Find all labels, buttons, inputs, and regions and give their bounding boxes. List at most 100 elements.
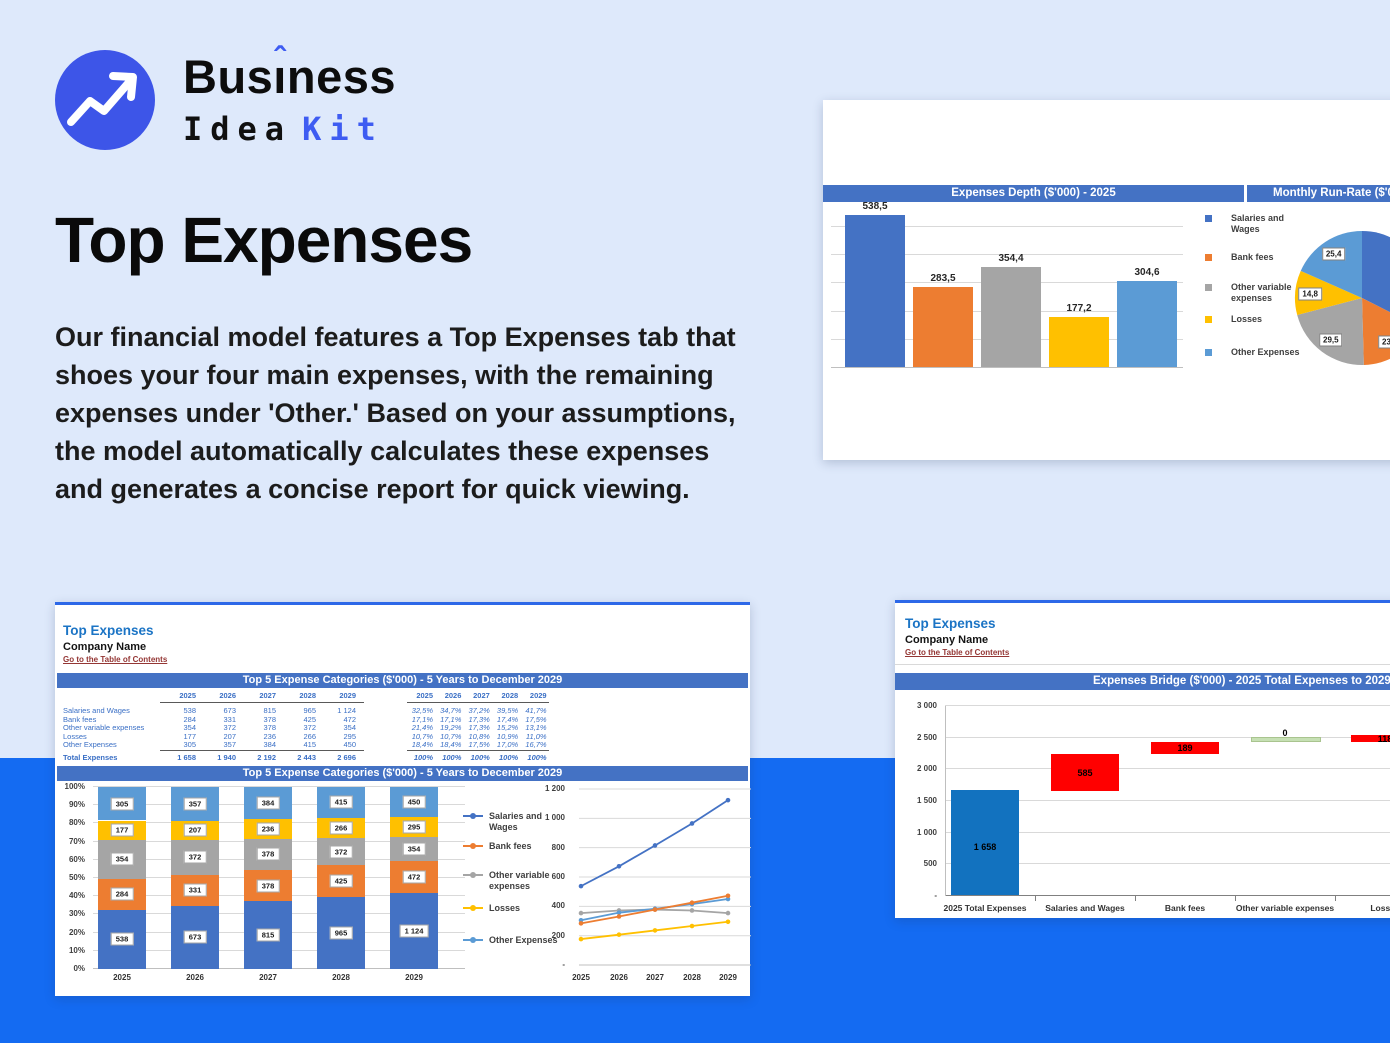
x-axis-label: 2027 bbox=[259, 973, 277, 982]
cell-value: 965 bbox=[303, 706, 316, 715]
y-tick-label: 70% bbox=[68, 836, 85, 846]
total-value: 1 940 bbox=[217, 753, 236, 762]
waterfall-bar-total bbox=[951, 790, 1019, 895]
axis-baseline bbox=[831, 367, 1183, 368]
bar-Other Expenses bbox=[1117, 281, 1177, 367]
segment-value-label: 378 bbox=[256, 879, 280, 893]
cell-value: 450 bbox=[343, 740, 356, 750]
bar-Salaries and Wages bbox=[845, 215, 905, 367]
waterfall-value-label: 0 bbox=[1282, 727, 1288, 738]
cell-pct: 21,4% bbox=[411, 723, 433, 733]
cell-pct: 13,1% bbox=[525, 723, 547, 733]
segment-value-label: 266 bbox=[329, 821, 353, 835]
panel-top-expenses-report: Top Expenses Company Name Go to the Tabl… bbox=[55, 602, 753, 996]
gridline bbox=[93, 786, 465, 787]
segment-value-label: 305 bbox=[110, 797, 134, 811]
segment-value-label: 372 bbox=[329, 845, 353, 859]
legend-label: Other Expenses bbox=[1231, 347, 1300, 357]
legend-marker-icon bbox=[463, 937, 483, 943]
company-name: Company Name bbox=[905, 634, 989, 646]
y-axis-line bbox=[945, 706, 946, 896]
waterfall-value-label: 585 bbox=[1077, 767, 1093, 778]
gridline bbox=[945, 831, 1390, 833]
year-header: 2025 bbox=[416, 691, 433, 700]
segment-value-label: 1 124 bbox=[399, 924, 429, 938]
total-label: Total Expenses bbox=[63, 753, 118, 762]
cell-value: 177 bbox=[183, 731, 196, 741]
row-label: Bank fees bbox=[63, 714, 97, 724]
legend-marker-icon bbox=[463, 905, 483, 911]
y-tick-label: 1 200 bbox=[544, 784, 565, 793]
legend-label: Bank fees bbox=[489, 841, 532, 851]
cell-pct: 10,7% bbox=[440, 731, 462, 741]
total-rule bbox=[407, 750, 549, 751]
x-axis-label: Losses bbox=[1370, 903, 1390, 913]
segment-value-label: 236 bbox=[256, 822, 280, 836]
bar-Bank fees bbox=[913, 287, 973, 367]
total-value: 2 443 bbox=[297, 753, 316, 762]
cell-value: 305 bbox=[183, 740, 196, 750]
year-header: 2029 bbox=[529, 691, 547, 700]
header-rule bbox=[160, 702, 364, 703]
year-header: 2025 bbox=[179, 691, 196, 700]
cell-value: 357 bbox=[223, 740, 236, 750]
total-value: 2 192 bbox=[257, 753, 276, 762]
y-tick-label: 1 500 bbox=[916, 796, 937, 805]
legend-marker-dot bbox=[470, 905, 476, 911]
waterfall-zero-connector bbox=[1251, 736, 1321, 742]
y-tick-label: 2 500 bbox=[916, 732, 937, 742]
x-axis-label: 2025 bbox=[113, 973, 131, 982]
table-header-bar: Top 5 Expense Categories ($'000) - 5 Yea… bbox=[57, 673, 748, 688]
sheet-title: Top Expenses bbox=[905, 616, 996, 631]
line-chart bbox=[573, 785, 753, 973]
legend-marker-dot bbox=[470, 813, 476, 819]
line-y-axis: 1 200 1 000 800 600 400 200 - bbox=[517, 605, 569, 996]
cell-value: 378 bbox=[263, 714, 276, 724]
legend-marker-icon bbox=[463, 872, 483, 878]
pie-value-label: 25,4 bbox=[1321, 247, 1346, 261]
cell-value: 354 bbox=[343, 723, 356, 733]
gridline bbox=[945, 736, 1390, 738]
x-axis-labels: 2025 2026 2027 2028 2029 2025 2026 2027 2028 2029 bbox=[55, 605, 750, 996]
trend-arrow-icon bbox=[67, 72, 137, 126]
waterfall-bar-increase bbox=[1051, 753, 1119, 791]
cell-value: 372 bbox=[223, 723, 236, 733]
segment-value-label: 177 bbox=[110, 823, 134, 837]
segment-value-label: 378 bbox=[256, 847, 280, 861]
divider bbox=[895, 664, 1390, 665]
legend-marker-dot bbox=[470, 937, 476, 943]
bar-value-label: 177,2 bbox=[1066, 303, 1092, 315]
stacked-bar-chart: 538 284 354 177 305 673 331 372 207 357 815 378 378 2… bbox=[93, 786, 465, 969]
cell-pct: 17,5% bbox=[468, 740, 490, 750]
header-divider bbox=[1244, 185, 1247, 202]
y-tick-label: 600 bbox=[551, 872, 565, 882]
segment-value-label: 357 bbox=[183, 797, 207, 811]
y-tick-label: 20% bbox=[68, 927, 85, 937]
total-pct: 100% bbox=[527, 753, 547, 762]
pie-slice-other-variable-expenses bbox=[1297, 298, 1364, 365]
page-title: Top Expenses bbox=[55, 204, 473, 276]
panel-expenses-depth: Expenses Depth ($'000) - 2025 Monthly Ru… bbox=[823, 100, 1390, 460]
axis-tick bbox=[1335, 896, 1336, 901]
panel-expenses-bridge: Top Expenses Company Name Go to the Tabl… bbox=[895, 600, 1390, 918]
bar-value-label: 283,5 bbox=[930, 273, 956, 285]
pie-slice-salaries-and-wages bbox=[1362, 231, 1390, 313]
cell-pct: 17,5% bbox=[525, 714, 547, 724]
legend-label: Other variable expenses bbox=[1231, 282, 1292, 303]
brand-line1: Bus ˆ ıness bbox=[183, 41, 396, 102]
segment-value-label: 538 bbox=[110, 932, 134, 946]
cell-value: 538 bbox=[183, 706, 196, 715]
waterfall-y-axis: 3 000 2 500 2 000 1 500 1 000 500 - bbox=[895, 603, 939, 918]
legend-marker-icon bbox=[1205, 215, 1212, 222]
brand-kit: Kit bbox=[302, 110, 384, 148]
row-label: Salaries and Wages bbox=[63, 706, 130, 715]
waterfall-value-label: 1 658 bbox=[973, 841, 997, 852]
y-tick-label: 40% bbox=[68, 891, 85, 901]
segment-value-label: 284 bbox=[110, 887, 134, 901]
legend-label: Other Expenses bbox=[489, 935, 558, 945]
cell-pct: 10,7% bbox=[411, 731, 433, 741]
total-pct: 100% bbox=[442, 753, 462, 762]
table-of-contents-link[interactable]: Go to the Table of Contents bbox=[905, 648, 1010, 657]
table-of-contents-link[interactable]: Go to the Table of Contents bbox=[63, 655, 168, 664]
segment-value-label: 295 bbox=[402, 820, 426, 834]
